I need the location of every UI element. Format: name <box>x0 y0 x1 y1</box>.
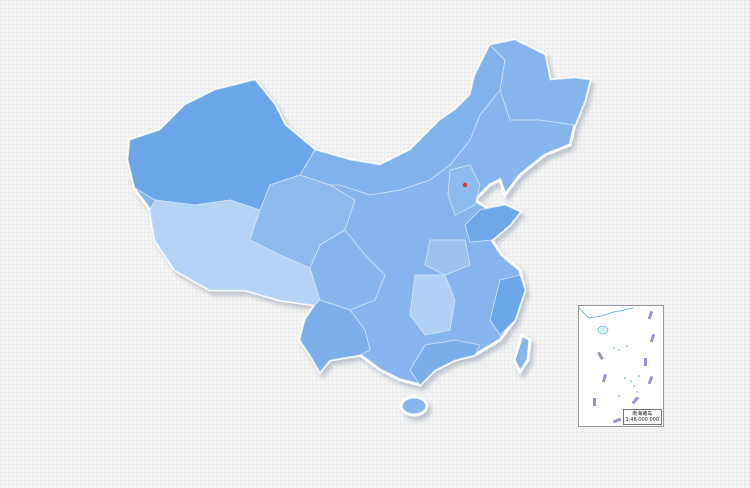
inset-map <box>579 307 656 424</box>
provinces <box>127 39 591 386</box>
inset-hainan <box>597 325 609 335</box>
province-shandong <box>464 204 521 243</box>
province-yunnan <box>299 299 371 373</box>
inset-boundary-dashes <box>593 310 656 424</box>
province-hebei <box>447 164 481 216</box>
inset-title: 南海诸岛 <box>632 411 653 417</box>
taiwan <box>512 332 532 375</box>
inset-scale: 1:48 000 000 <box>625 417 660 423</box>
south-china-sea-inset: 南海诸岛 1:48 000 000 <box>578 305 664 427</box>
inset-islands <box>613 345 640 397</box>
inset-coastline <box>579 307 635 319</box>
province-fujian-zhejiang <box>489 274 526 336</box>
province-heilongjiang <box>489 39 591 126</box>
hainan <box>399 395 429 417</box>
inset-label: 南海诸岛 1:48 000 000 <box>622 409 662 425</box>
province-henan <box>424 239 471 276</box>
capital-marker <box>462 182 468 188</box>
province-guangdong <box>409 339 481 386</box>
